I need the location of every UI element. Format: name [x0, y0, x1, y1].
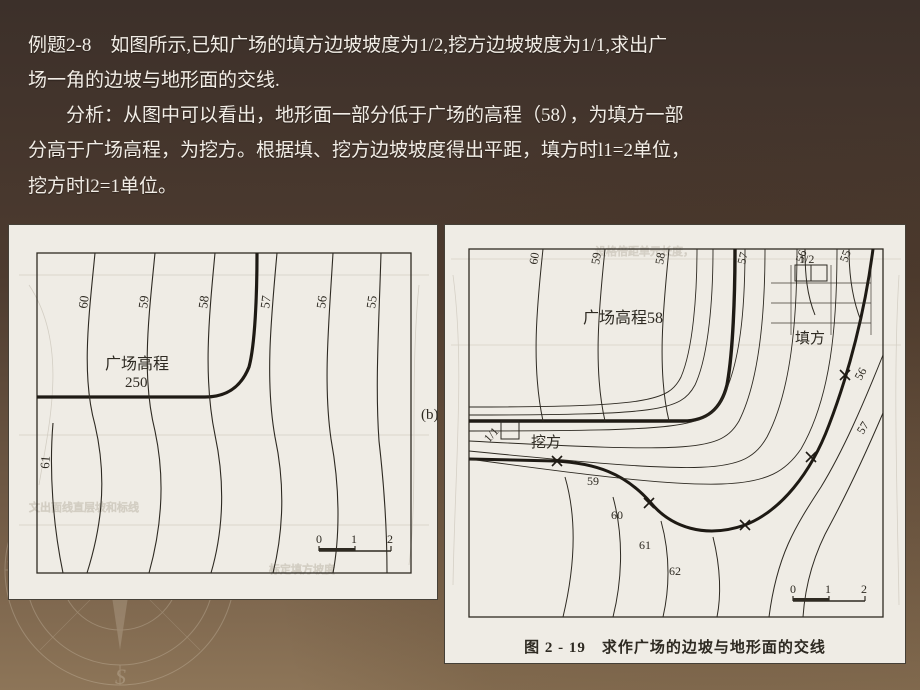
- svg-text:59: 59: [135, 294, 152, 309]
- svg-text:58: 58: [652, 251, 668, 265]
- svg-text:58: 58: [195, 294, 212, 309]
- problem-text: 例题2-8 如图所示,已知广场的填方边坡坡度为1/2,挖方边坡坡度为1/1,求出…: [28, 28, 892, 204]
- svg-text:标定填方坡度: 标定填方坡度: [269, 562, 335, 576]
- svg-text:2: 2: [861, 582, 867, 596]
- svg-text:62: 62: [669, 564, 681, 578]
- svg-text:57: 57: [257, 294, 274, 309]
- svg-text:设格倍距单元长度，: 设格倍距单元长度，: [595, 244, 694, 258]
- svg-text:60: 60: [526, 251, 542, 265]
- svg-text:57: 57: [854, 419, 872, 437]
- svg-text:55: 55: [837, 248, 854, 264]
- figB-scale: 0 1 2: [790, 582, 867, 601]
- svg-text:55: 55: [363, 294, 380, 309]
- text-line-2b: 分高于广场高程，为挖方。根据填、挖方边坡坡度得出平距，填方时l1=2单位，: [28, 140, 690, 161]
- svg-text:61: 61: [639, 538, 651, 552]
- svg-text:56: 56: [851, 365, 869, 382]
- figB-title: 广场高程58: [583, 309, 663, 327]
- figure-b: 设格倍距单元长度，: [444, 224, 906, 664]
- svg-text:2: 2: [387, 532, 393, 546]
- text-line-1a: 例题2-8 如图所示,已知广场的填方边坡坡度为1/2,挖方边坡坡度为1/1,求出…: [28, 35, 667, 56]
- figA-title: 广场高程: [105, 355, 169, 373]
- figures-row: 文出面线直层坡和标线 标定填方坡度: [8, 224, 912, 680]
- svg-text:60: 60: [611, 508, 623, 522]
- figure-a: 文出面线直层坡和标线 标定填方坡度: [8, 224, 438, 600]
- figA-value: 250: [125, 375, 148, 391]
- svg-text:61: 61: [37, 455, 53, 469]
- figA-b-label: (b): [421, 407, 439, 423]
- svg-text:1: 1: [351, 532, 357, 546]
- svg-text:0: 0: [316, 532, 322, 546]
- svg-text:59: 59: [587, 474, 599, 488]
- cut-label: 挖方: [531, 434, 561, 451]
- svg-text:文出面线直层坡和标线: 文出面线直层坡和标线: [29, 500, 139, 514]
- svg-text:0: 0: [790, 582, 796, 596]
- svg-text:57: 57: [734, 251, 750, 266]
- figure-b-caption: 图 2 - 19 求作广场的边坡与地形面的交线: [445, 636, 905, 657]
- fill-label: 填方: [795, 330, 825, 347]
- svg-text:56: 56: [313, 294, 330, 309]
- text-line-1b: 场一角的边坡与地形面的交线.: [28, 70, 280, 91]
- figA-scale: 0 1 2: [316, 532, 393, 551]
- text-line-2c: 挖方时l2=1单位。: [28, 176, 177, 197]
- svg-text:1: 1: [825, 582, 831, 596]
- svg-text:59: 59: [588, 251, 604, 265]
- svg-text:60: 60: [75, 294, 92, 309]
- text-line-2a: 分析：从图中可以看出，地形面一部分低于广场的高程（58），为填方一部: [66, 105, 684, 126]
